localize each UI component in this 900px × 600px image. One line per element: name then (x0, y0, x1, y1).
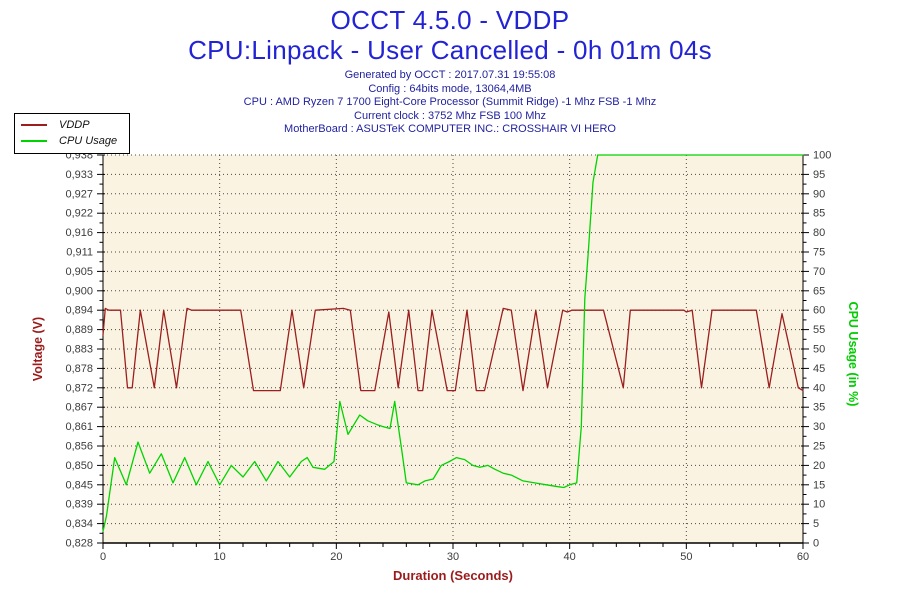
x-axis-tick-label: 50 (680, 551, 692, 563)
right-axis-tick-label: 50 (813, 344, 825, 356)
x-axis-title: Duration (Seconds) (393, 568, 513, 583)
x-axis-tick-label: 20 (330, 551, 342, 563)
left-axis-tick-label: 0,894 (65, 305, 93, 317)
legend: VDDP CPU Usage (14, 113, 130, 154)
report-subtitle: CPU:Linpack - User Cancelled - 0h 01m 04… (188, 35, 712, 65)
right-axis-tick-label: 55 (813, 324, 825, 336)
right-axis-tick-label: 15 (813, 479, 825, 491)
x-axis-tick-label: 10 (214, 551, 226, 563)
left-axis-tick-label: 0,916 (65, 227, 93, 239)
right-axis-tick-label: 10 (813, 499, 825, 511)
x-axis-tick-label: 30 (447, 551, 459, 563)
vddp-series-line (102, 307, 804, 392)
legend-label-cpu-usage: CPU Usage (59, 135, 118, 147)
right-axis-tick-label: 85 (813, 208, 825, 220)
left-axis-tick-label: 0,905 (65, 266, 93, 278)
left-axis-tick-label: 0,828 (65, 538, 93, 550)
left-axis-tick-label: 0,900 (65, 285, 93, 297)
vddp-line-sample (21, 124, 47, 126)
left-axis-tick-label: 0,867 (65, 402, 93, 414)
left-axis-tick-label: 0,861 (65, 421, 93, 433)
right-axis-title: CPU Usage (in %) (846, 302, 860, 407)
right-axis-tick-label: 75 (813, 247, 825, 259)
right-axis-tick-label: 0 (813, 538, 819, 550)
x-axis-tick-label: 60 (797, 551, 809, 563)
report-info-block: Generated by OCCT : 2017.07.31 19:55:08 … (0, 69, 900, 137)
right-axis-tick-label: 5 (813, 518, 819, 530)
right-axis-tick-label: 25 (813, 441, 825, 453)
right-axis-tick-label: 100 (813, 150, 831, 162)
info-line-clock: Current clock : 3752 Mhz FSB 100 Mhz (354, 109, 546, 122)
legend-item-cpu-usage: CPU Usage (21, 133, 121, 149)
info-line-generated: Generated by OCCT : 2017.07.31 19:55:08 (344, 69, 556, 81)
left-axis-tick-label: 0,845 (65, 479, 93, 491)
left-axis-tick-label: 0,922 (65, 208, 93, 220)
left-axis-tick-label: 0,883 (65, 344, 93, 356)
report-title: OCCT 4.5.0 - VDDP (330, 5, 570, 35)
left-axis-tick-label: 0,878 (65, 363, 93, 375)
right-axis-tick-label: 35 (813, 402, 825, 414)
left-axis-tick-label: 0,927 (65, 188, 93, 200)
legend-label-vddp: VDDP (59, 119, 90, 131)
left-axis-tick-label: 0,834 (65, 518, 93, 530)
left-axis-tick-label: 0,911 (66, 247, 93, 259)
right-axis-tick-label: 45 (813, 363, 825, 375)
left-axis-tick-label: 0,933 (65, 169, 93, 181)
right-axis-tick-label: 90 (813, 188, 825, 200)
cpu-usage-series-line (102, 154, 804, 533)
left-axis-tick-label: 0,839 (65, 499, 93, 511)
right-axis-tick-label: 80 (813, 227, 825, 239)
right-axis-tick-label: 30 (813, 421, 825, 433)
right-axis-tick-label: 95 (813, 169, 825, 181)
left-axis-tick-label: 0,872 (65, 382, 93, 394)
info-line-cpu: CPU : AMD Ryzen 7 1700 Eight-Core Proces… (243, 96, 657, 108)
left-axis-tick-label: 0,889 (65, 324, 93, 336)
cpu-usage-line-sample (21, 140, 47, 142)
left-axis-tick-label: 0,856 (65, 441, 93, 453)
x-axis-tick-label: 40 (564, 551, 576, 563)
x-axis-tick-label: 0 (100, 551, 106, 563)
right-axis-tick-label: 20 (813, 460, 825, 472)
info-line-config: Config : 64bits mode, 13064,4MB (368, 82, 532, 95)
right-axis-tick-label: 65 (813, 285, 825, 297)
left-axis-title: Voltage (V) (31, 317, 45, 381)
right-axis-tick-label: 60 (813, 305, 825, 317)
legend-item-vddp: VDDP (21, 117, 121, 133)
right-axis-tick-label: 70 (813, 266, 825, 278)
info-line-motherboard: MotherBoard : ASUSTeK COMPUTER INC.: CRO… (284, 123, 616, 135)
right-axis-tick-label: 40 (813, 382, 825, 394)
left-axis-tick-label: 0,850 (65, 460, 93, 472)
